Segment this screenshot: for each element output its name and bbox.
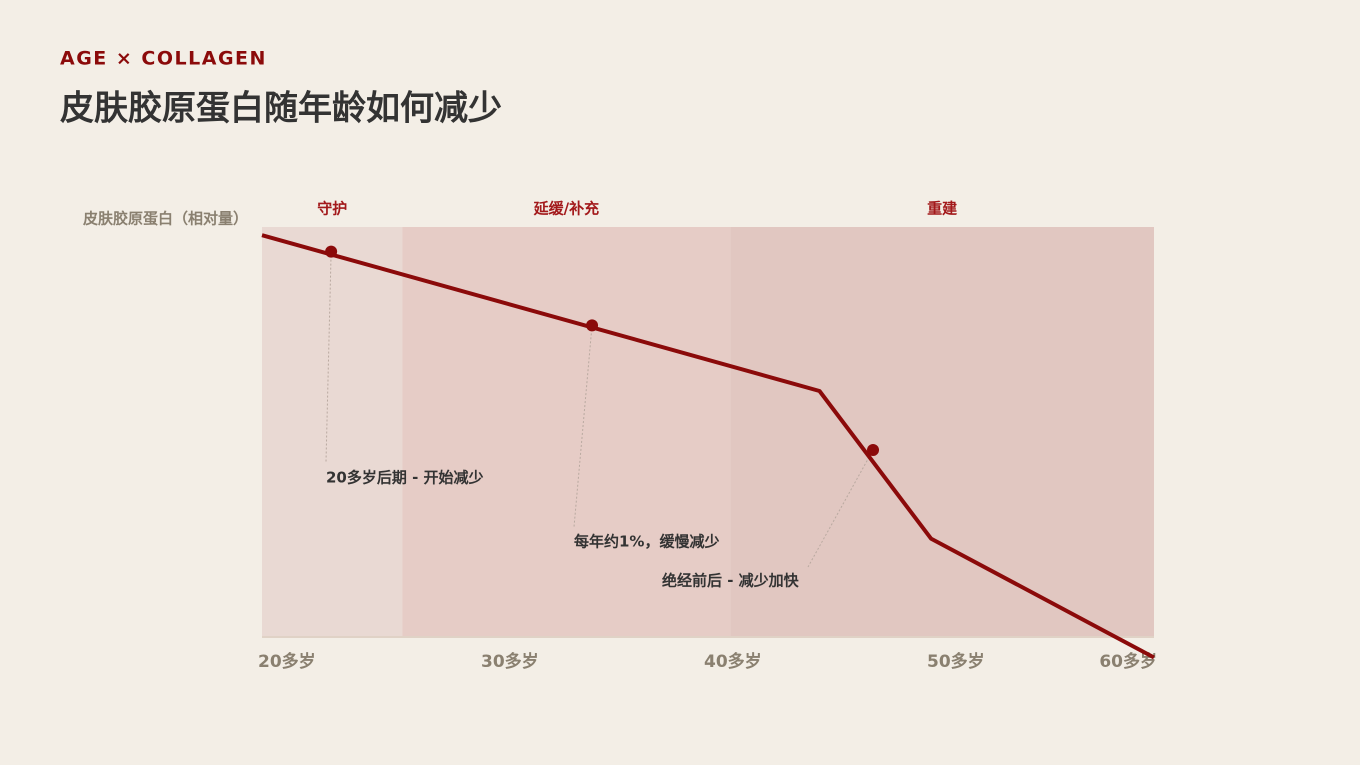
phase-band (730, 227, 1154, 637)
annotation-leader (573, 325, 593, 528)
phase-band (402, 227, 731, 637)
x-tick-label: 60多岁 (1099, 651, 1157, 672)
x-tick-label: 50多岁 (927, 651, 985, 672)
annotation-dot (325, 245, 338, 258)
annotation-dot (586, 319, 599, 332)
phase-label: 重建 (927, 200, 958, 218)
phase-label: 守护 (317, 200, 347, 218)
annotation-label: 每年约1%，缓慢减少 (574, 533, 719, 551)
collagen-line (261, 233, 1155, 660)
x-tick-label: 20多岁 (258, 651, 316, 672)
annotation-dot (867, 444, 880, 457)
annotation-leader (325, 251, 332, 463)
annotation-label: 20多岁后期 - 开始减少 (326, 469, 484, 487)
phase-band (262, 227, 403, 637)
x-tick-label: 40多岁 (704, 651, 762, 672)
eyebrow: AGE × COLLAGEN (60, 48, 267, 70)
annotation-label: 绝经前后 - 减少加快 (662, 572, 800, 590)
y-axis-label: 皮肤胶原蛋白（相对量） (83, 210, 248, 228)
page-title: 皮肤胶原蛋白随年龄如何减少 (60, 89, 502, 129)
x-tick-label: 30多岁 (481, 651, 539, 672)
phase-label: 延缓/补充 (533, 200, 599, 218)
